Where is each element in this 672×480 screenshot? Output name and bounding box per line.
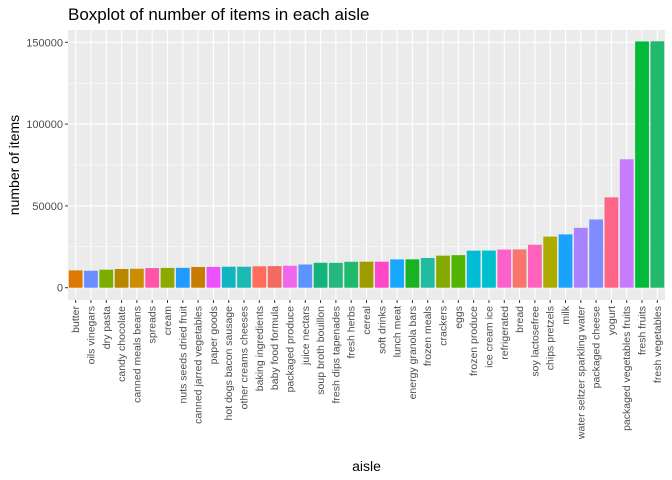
bar-soup-broth-bouillon — [313, 262, 328, 288]
x-tick-label: packaged produce — [284, 306, 296, 393]
bar-cereal — [359, 261, 374, 288]
bar-butter — [68, 270, 83, 288]
x-tick-label: nuts seeds dried fruit — [177, 306, 189, 404]
bar-eggs — [451, 255, 466, 288]
y-tick-label: 50000 — [32, 201, 63, 213]
bar-fresh-herbs — [344, 261, 359, 288]
chart-title: Boxplot of number of items in each aisle — [68, 5, 369, 24]
bar-bread — [512, 249, 527, 288]
x-tick-label: paper goods — [208, 306, 220, 364]
bar-cream — [160, 267, 175, 288]
bar-canned-meals-beans — [129, 268, 144, 288]
x-tick-label: butter — [70, 306, 82, 333]
y-tick-label: 150000 — [26, 37, 63, 49]
bar-water-seltzer-sparkling-water — [573, 227, 588, 288]
x-tick-label: bread — [514, 306, 526, 333]
y-axis-ticks: 0 50000 100000 150000 — [26, 37, 68, 295]
bar-paper-goods — [206, 266, 221, 288]
y-tick-label: 0 — [57, 283, 63, 295]
bar-juice-nectars — [298, 264, 313, 288]
x-tick-label: packaged cheese — [591, 306, 603, 388]
bar-refrigerated — [497, 249, 512, 288]
x-tick-label: fresh dips tapenades — [330, 306, 342, 403]
bars — [68, 41, 665, 288]
bar-other-creams-cheeses — [237, 266, 251, 288]
x-tick-label: oils vinegars — [85, 306, 97, 364]
x-tick-label: packaged vegetables fruits — [621, 306, 633, 431]
x-tick-label: yogurt — [606, 306, 618, 335]
x-tick-label: eggs — [453, 306, 465, 329]
x-tick-label: spreads — [147, 306, 159, 343]
bar-spreads — [145, 268, 160, 288]
x-tick-label: ice cream ice — [483, 306, 495, 368]
y-axis-title: number of items — [6, 115, 22, 215]
bar-fresh-dips-tapenades — [328, 262, 343, 288]
bar-fresh-vegetables — [650, 41, 665, 288]
bar-canned-jarred-vegetables — [191, 267, 206, 288]
x-tick-label: fresh herbs — [346, 306, 358, 359]
x-tick-label: frozen produce — [468, 306, 480, 376]
bar-fresh-fruits — [635, 41, 649, 288]
x-tick-label: candy chocolate — [116, 306, 128, 382]
bar-chips-pretzels — [543, 236, 558, 288]
x-tick-label: crackers — [438, 306, 450, 346]
x-tick-label: chips pretzels — [545, 306, 557, 370]
x-tick-label: refrigerated — [499, 306, 511, 360]
x-tick-label: soft drinks — [376, 306, 388, 354]
bar-oils-vinegars — [84, 270, 98, 288]
bar-packaged-produce — [283, 265, 297, 288]
x-tick-label: fresh fruits — [637, 306, 649, 355]
x-tick-label: hot dogs bacon sausage — [223, 306, 235, 421]
bar-soy-lactosefree — [527, 244, 542, 288]
bar-nuts-seeds-dried-fruit — [175, 267, 190, 288]
x-tick-label: cereal — [361, 306, 373, 335]
x-tick-label: fresh vegetables — [652, 306, 664, 383]
bar-hot-dogs-bacon-sausage — [221, 266, 236, 288]
bar-energy-granola-bars — [405, 259, 420, 288]
bar-frozen-meals — [420, 257, 435, 288]
bar-soft-drinks — [374, 261, 389, 288]
x-tick-label: cream — [162, 306, 174, 335]
x-tick-label: frozen meals — [422, 306, 434, 366]
y-tick-label: 100000 — [26, 119, 63, 131]
bar-dry-pasta — [99, 269, 114, 288]
x-tick-label: soup broth bouillon — [315, 306, 327, 395]
x-tick-label: milk — [560, 305, 572, 324]
x-tick-label: dry pasta — [101, 306, 113, 349]
bar-baby-food-formula — [267, 266, 282, 288]
bar-crackers — [436, 255, 450, 288]
bar-yogurt — [604, 197, 619, 288]
x-axis-ticks: butter oils vinegars dry pasta candy chocol… — [70, 300, 664, 440]
x-tick-label: lunch meat — [392, 306, 404, 357]
x-tick-label: canned meals beans — [131, 306, 143, 403]
x-tick-label: energy granola bars — [407, 306, 419, 399]
bar-baking-ingredients — [252, 266, 267, 288]
x-axis-title: aisle — [352, 458, 381, 474]
bar-ice-cream-ice — [482, 250, 496, 288]
bar-candy-chocolate — [114, 268, 129, 288]
bar-frozen-produce — [466, 250, 481, 288]
x-tick-label: soy lactosefree — [529, 306, 541, 377]
x-tick-label: juice nectars — [300, 306, 312, 366]
x-tick-label: canned jarred vegetables — [193, 306, 205, 424]
bar-packaged-vegetables-fruits — [619, 159, 634, 288]
x-tick-label: other creams cheeses — [239, 306, 251, 409]
x-tick-label: baking ingredients — [254, 306, 266, 391]
x-tick-label: baby food formula — [269, 306, 281, 390]
bar-milk — [558, 234, 573, 288]
x-tick-label: water seltzer sparkling water — [575, 306, 587, 441]
bar-lunch-meat — [390, 259, 405, 288]
bar-packaged-cheese — [589, 219, 604, 288]
